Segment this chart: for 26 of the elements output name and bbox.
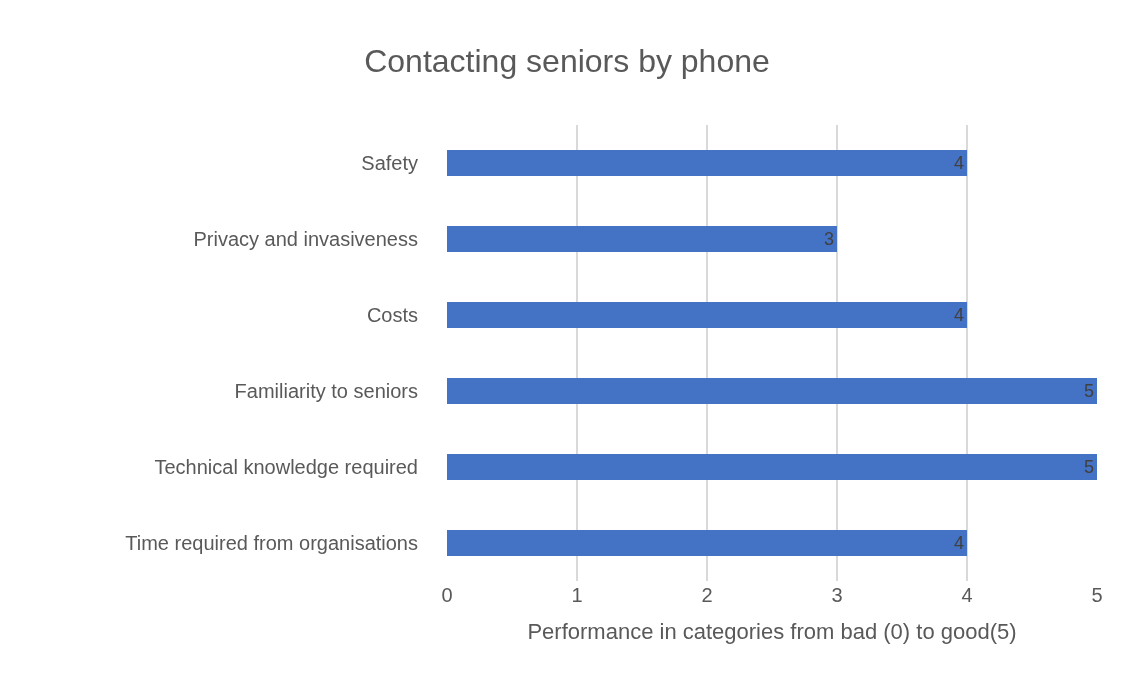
data-label: 4 [953,153,964,174]
bar [447,378,1097,404]
x-tick-label: 5 [1091,584,1103,606]
x-tick-label: 0 [441,584,453,606]
x-tick-label: 2 [701,584,713,606]
data-label: 5 [1083,457,1094,478]
bar [447,226,837,252]
x-axis-title: Performance in categories from bad (0) to good(5) [527,618,1017,644]
bar [447,530,967,556]
data-label: 3 [823,229,834,250]
data-label: 5 [1083,381,1094,402]
y-tick-label: Technical knowledge required [154,456,418,478]
data-label: 4 [953,533,964,554]
bar [447,150,967,176]
y-tick-label: Time required from organisations [125,532,418,554]
y-tick-label: Privacy and invasiveness [193,228,418,250]
bar [447,454,1097,480]
y-tick-label: Costs [366,304,418,326]
bar [447,302,967,328]
data-label: 4 [953,305,964,326]
x-tick-label: 4 [961,584,973,606]
y-tick-label: Familiarity to seniors [234,380,418,402]
x-tick-label: 3 [831,584,843,606]
x-tick-label: 1 [571,584,583,606]
y-tick-label: Safety [361,152,418,174]
chart-title: Contacting seniors by phone [364,43,770,80]
